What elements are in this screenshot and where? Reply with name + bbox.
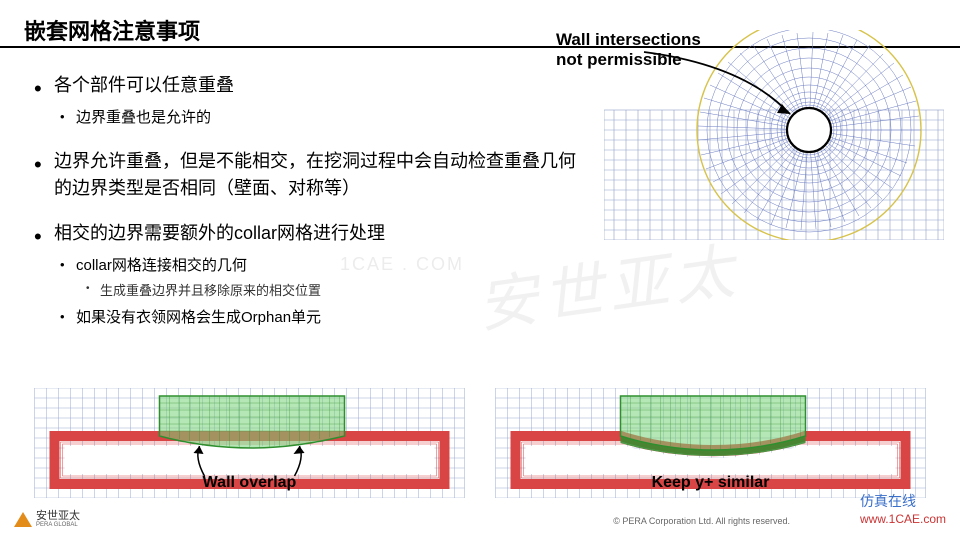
copyright: © PERA Corporation Ltd. All rights reser… [613,516,790,526]
slide-title: 嵌套网格注意事项 [24,14,200,46]
bullet-3-1-text: collar网格连接相交的几何 [76,257,247,274]
figure-wall-overlap: Wall overlap [30,388,469,498]
logo: 安世亚太 PERA GLOBAL [14,511,80,528]
logo-sub-text: PERA GLOBAL [36,522,80,528]
bullet-3-text: 相交的边界需要额外的collar网格进行处理 [54,223,385,243]
bullet-3: 相交的边界需要额外的collar网格进行处理 collar网格连接相交的几何 生… [34,220,584,330]
footer: 安世亚太 PERA GLOBAL © PERA Corporation Ltd.… [0,508,960,532]
figure-keep-yplus: Keep y+ similar [491,388,930,498]
wi-line2: not permissible [556,50,682,69]
bullet-3-1-1: 生成重叠边界并且移除原来的相交位置 [76,281,584,301]
bullet-2: 边界允许重叠，但是不能相交，在挖洞过程中会自动检查重叠几何的边界类型是否相同（壁… [34,148,584,202]
bullet-3-1: collar网格连接相交的几何 生成重叠边界并且移除原来的相交位置 [54,255,584,301]
wi-line1: Wall intersections [556,30,701,49]
logo-triangle-icon [14,512,32,527]
watermark-right: 仿真在线 www.1CAE.com [860,491,946,526]
bottom-figures: Wall overlap [30,388,930,498]
wm-url: www.1CAE.com [860,512,946,526]
logo-main-text: 安世亚太 [36,511,80,522]
bullet-3-2: 如果没有衣领网格会生成Orphan单元 [54,307,584,330]
bullet-content: 各个部件可以任意重叠 边界重叠也是允许的 边界允许重叠，但是不能相交，在挖洞过程… [34,72,584,347]
label-keep-yplus: Keep y+ similar [652,474,770,492]
bullet-1-1: 边界重叠也是允许的 [54,107,584,130]
bullet-1: 各个部件可以任意重叠 边界重叠也是允许的 [34,72,584,130]
wall-intersections-label: Wall intersections not permissible [556,30,701,71]
label-wall-overlap: Wall overlap [203,474,297,492]
wm-cn: 仿真在线 [860,493,916,509]
bullet-1-text: 各个部件可以任意重叠 [54,75,234,95]
